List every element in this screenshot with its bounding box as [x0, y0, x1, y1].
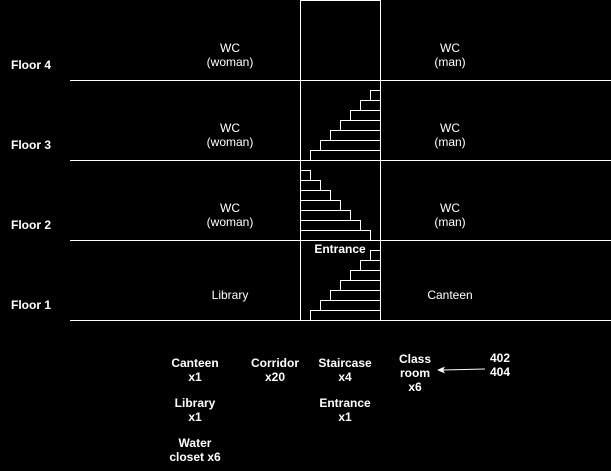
stair-step	[300, 190, 331, 201]
stair-step	[350, 270, 381, 281]
room-numbers: 402 404	[489, 351, 511, 379]
arrow-line	[442, 368, 486, 371]
staircase-floor-3	[310, 90, 381, 161]
floor-1-right-room: Canteen	[427, 288, 473, 302]
floor-1-label: Floor 1	[11, 298, 52, 312]
stair-step	[320, 300, 381, 311]
floor-2-label: Floor 2	[11, 218, 52, 232]
floor-4-left-room: WC (woman)	[206, 41, 254, 69]
stair-step	[310, 310, 381, 321]
stair-step	[300, 200, 341, 211]
stair-step	[300, 180, 321, 191]
entrance-label: Entrance	[314, 242, 366, 256]
legend-entrance: Entrance x1	[319, 396, 371, 424]
stair-step	[300, 210, 351, 221]
stair-step	[370, 90, 381, 101]
stair-step	[330, 130, 381, 141]
stair-step	[300, 220, 361, 231]
legend-water-closet: Water closet x6	[169, 436, 221, 464]
stair-step	[340, 120, 381, 131]
legend-classroom: Class room x6	[398, 352, 432, 394]
floor-3-right-room: WC (man)	[434, 121, 466, 149]
floor-4-right-room: WC (man)	[434, 41, 466, 69]
floor-2-left-room: WC (woman)	[206, 201, 254, 229]
stair-step	[370, 250, 381, 261]
floor-1-left-room: Library	[211, 288, 249, 302]
staircase-floor-1	[310, 250, 381, 321]
stair-step	[360, 100, 381, 111]
floor-2-right-room: WC (man)	[434, 201, 466, 229]
floor-4-label: Floor 4	[11, 58, 52, 72]
floor-3-label: Floor 3	[11, 138, 52, 152]
arrow-head-icon	[437, 366, 445, 374]
floor-3-left-room: WC (woman)	[206, 121, 254, 149]
legend-canteen: Canteen x1	[171, 356, 219, 384]
stair-step	[360, 260, 381, 271]
legend-corridor: Corridor x20	[251, 356, 299, 384]
stair-step	[320, 140, 381, 151]
stair-step	[330, 290, 381, 301]
staircase-floor-2	[300, 170, 371, 241]
stair-step	[350, 110, 381, 121]
stair-step	[340, 280, 381, 291]
stair-step	[300, 170, 311, 181]
legend-library: Library x1	[174, 396, 216, 424]
stair-step	[310, 150, 381, 161]
stair-step	[300, 230, 371, 241]
legend-staircase: Staircase x4	[318, 356, 372, 384]
